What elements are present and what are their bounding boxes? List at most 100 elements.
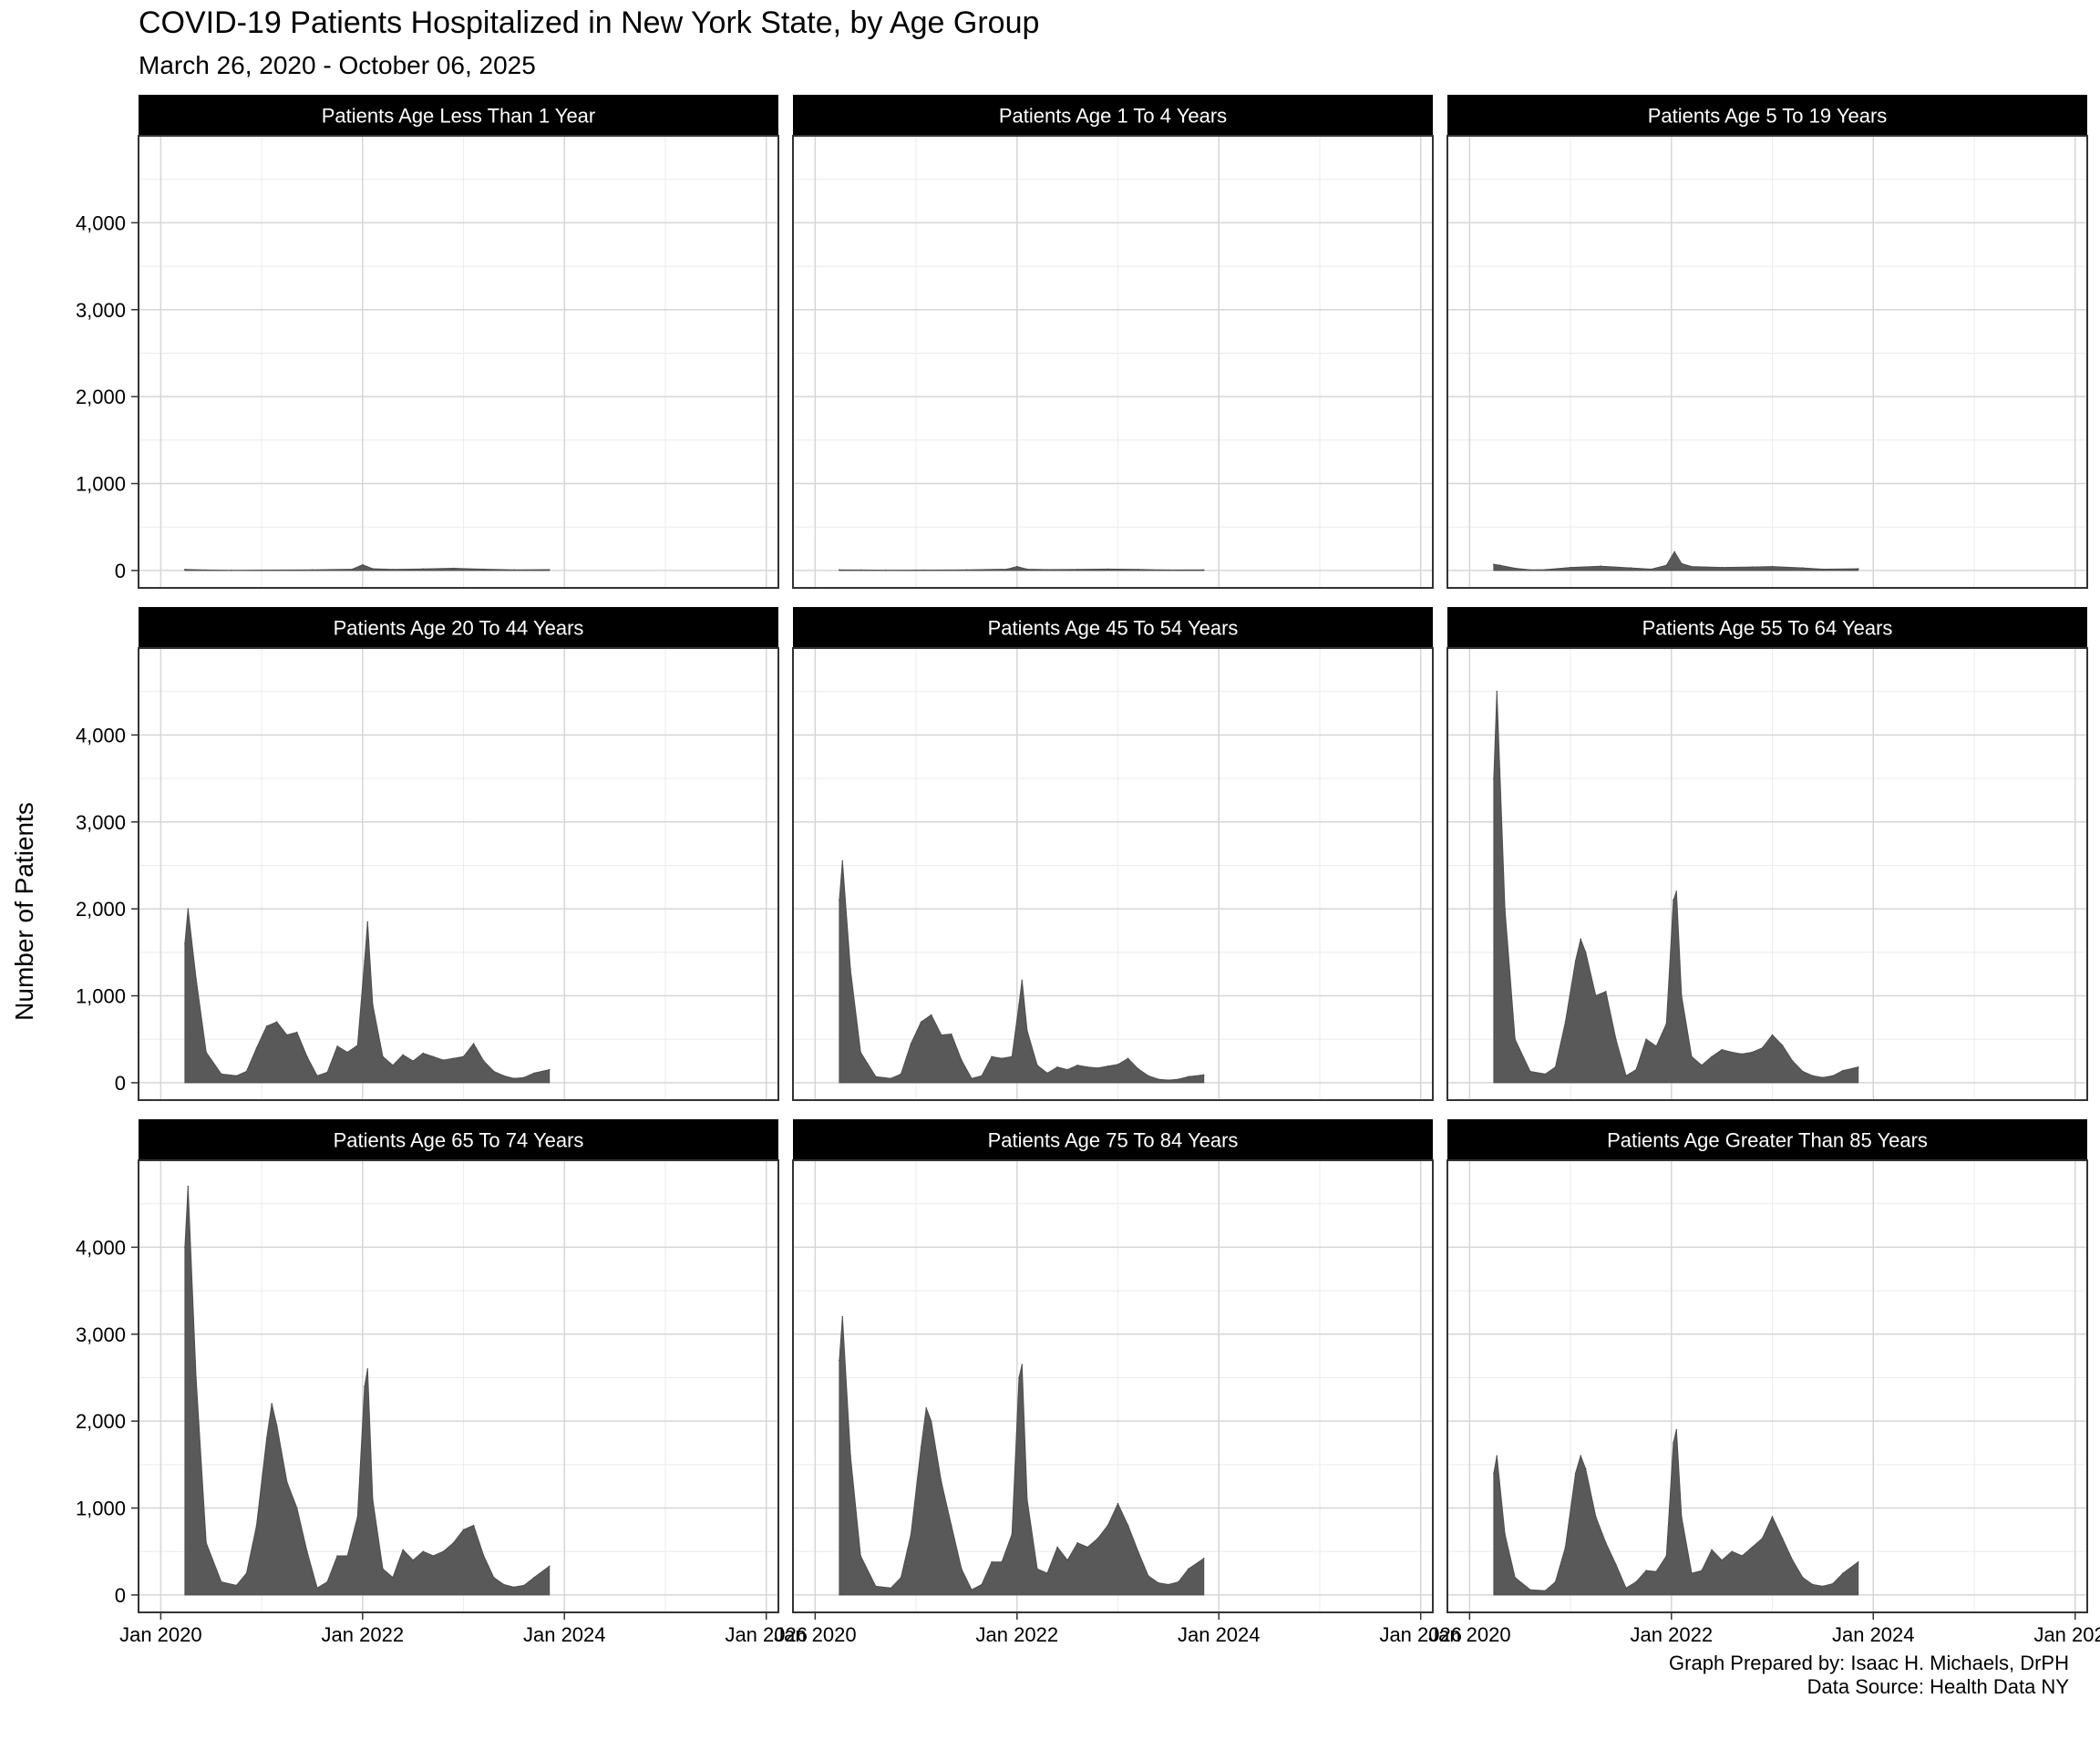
data-point [1066, 1068, 1068, 1071]
data-point [402, 1054, 404, 1056]
data-point [462, 1055, 465, 1058]
y-tick-label: 1,000 [76, 1498, 126, 1520]
data-point [205, 1051, 207, 1054]
data-point [235, 1075, 238, 1077]
data-point [1791, 1560, 1794, 1561]
data-series [1493, 691, 1859, 1084]
facet-panel: Patients Age 5 To 19 Years [1446, 95, 2088, 589]
data-point [1595, 1516, 1597, 1518]
data-point [1066, 1560, 1068, 1561]
x-tick-label: Jan 2020 [119, 1623, 202, 1646]
data-point [1605, 1541, 1607, 1544]
data-point [548, 1068, 551, 1071]
data-point [1086, 1546, 1089, 1549]
data-point [493, 1577, 495, 1579]
data-point [1751, 1051, 1754, 1054]
data-point [493, 1070, 495, 1073]
data-point [1504, 1533, 1506, 1535]
data-point [915, 569, 917, 571]
data-point [548, 1565, 551, 1568]
x-tick-label: Jan 2022 [1631, 1623, 1714, 1646]
data-point [1721, 566, 1723, 569]
data-point [1514, 1577, 1516, 1579]
data-point [205, 569, 207, 571]
data-point [849, 1455, 851, 1457]
data-point [356, 1516, 359, 1518]
facet-label: Patients Age Less Than 1 Year [322, 105, 596, 128]
data-point [1498, 564, 1501, 566]
data-point [286, 1481, 288, 1483]
data-point [1791, 1060, 1794, 1062]
data-point [1650, 568, 1652, 571]
data-point [392, 569, 394, 571]
y-tick-label: 2,000 [76, 898, 126, 921]
data-point [1673, 1442, 1674, 1444]
data-point [951, 1033, 952, 1035]
data-point [1496, 690, 1498, 693]
data-point [1202, 1074, 1205, 1076]
y-axis-label: Number of Patients [10, 802, 38, 1021]
panel-border [138, 135, 779, 589]
data-point [1675, 1428, 1678, 1431]
data-point [1751, 1546, 1754, 1549]
data-point [860, 569, 861, 571]
data-point [382, 1055, 384, 1058]
data-point [1673, 551, 1675, 553]
data-point [875, 1585, 877, 1588]
data-point [422, 1550, 425, 1552]
panel-background [139, 136, 778, 588]
data-point [1635, 1068, 1637, 1071]
data-point [900, 1073, 902, 1076]
data-point [951, 1524, 952, 1527]
data-point [1504, 908, 1506, 910]
data-point [452, 1541, 455, 1544]
data-point [1731, 1550, 1733, 1552]
data-point [1046, 1072, 1048, 1075]
data-point [1574, 1472, 1577, 1475]
data-point [1665, 1023, 1668, 1024]
data-point [1178, 1078, 1179, 1080]
data-point [533, 1577, 535, 1579]
data-point [860, 1051, 861, 1054]
facet-label: Patients Age 20 To 44 Years [334, 617, 584, 640]
panel-border [138, 647, 779, 1101]
y-tick-label: 0 [115, 1584, 126, 1607]
data-point [1771, 1516, 1774, 1518]
data-point [412, 1060, 415, 1062]
caption-prepared-by: Graph Prepared by: Isaac H. Michaels, Dr… [1669, 1652, 2069, 1674]
data-point [412, 1560, 415, 1561]
data-point [422, 1052, 425, 1055]
data-point [890, 1077, 892, 1079]
data-point [1021, 1364, 1024, 1365]
data-point [311, 569, 314, 571]
chart-subtitle: March 26, 2020 - October 06, 2025 [139, 51, 536, 79]
y-tick-label: 4,000 [76, 1236, 126, 1259]
data-point [286, 1034, 288, 1036]
facet-strip [793, 95, 1433, 136]
data-point [296, 1507, 298, 1509]
data-point [1681, 994, 1683, 997]
data-point [1076, 1065, 1078, 1066]
data-point [1554, 1066, 1557, 1068]
data-point [1026, 568, 1028, 571]
data-point [1721, 1560, 1723, 1561]
data-series [1493, 551, 1859, 571]
data-point [1117, 1064, 1119, 1065]
data-point [1832, 1582, 1834, 1585]
data-point [482, 1060, 485, 1062]
facet-strip [793, 607, 1433, 648]
data-point [1635, 1580, 1637, 1583]
data-point [366, 921, 369, 923]
data-point [1564, 1546, 1567, 1549]
y-tick-label: 2,000 [76, 386, 126, 408]
data-point [910, 1533, 912, 1535]
data-point [1127, 1524, 1129, 1527]
data-point [1148, 1075, 1149, 1077]
facet-panel: Patients Age 55 To 64 Years [1446, 607, 2088, 1101]
data-point [366, 1368, 369, 1370]
data-point [1544, 569, 1547, 571]
data-point [296, 1031, 298, 1034]
data-point [1158, 1078, 1159, 1080]
data-point [1544, 1590, 1547, 1591]
data-point [221, 1073, 222, 1076]
